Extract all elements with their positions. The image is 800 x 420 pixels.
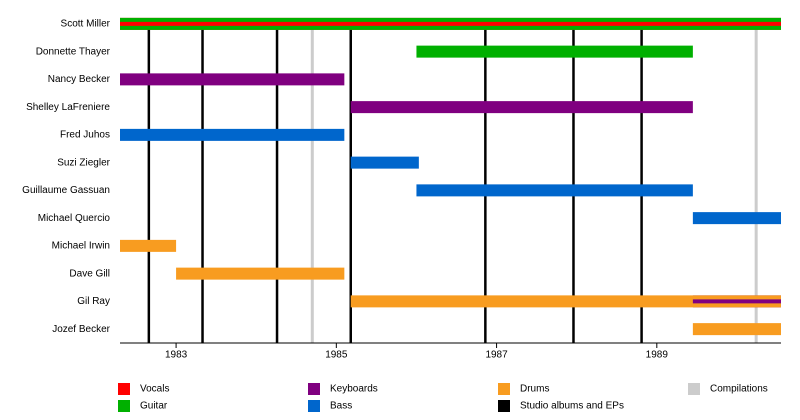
member-bar-overlay: [120, 21, 781, 26]
legend-label: Keyboards: [330, 384, 378, 395]
member-bar: [120, 128, 345, 141]
legend-label: Guitar: [140, 401, 168, 412]
row-label: Gil Ray: [77, 296, 110, 307]
member-bar: [416, 45, 693, 58]
row-label: Dave Gill: [69, 268, 110, 279]
legend-swatch: [308, 400, 320, 412]
member-bar: [120, 73, 345, 86]
row-label: Shelley LaFreniere: [26, 102, 110, 113]
legend-label: Compilations: [710, 384, 768, 395]
legend-swatch: [498, 383, 510, 395]
x-tick-label: 1989: [646, 350, 669, 361]
legend-swatch: [498, 400, 510, 412]
row-label: Guillaume Gassuan: [22, 185, 110, 196]
legend-swatch: [688, 383, 700, 395]
legend-label: Studio albums and EPs: [520, 401, 624, 412]
row-label: Donnette Thayer: [36, 46, 111, 57]
x-tick-label: 1985: [325, 350, 348, 361]
x-tick-label: 1987: [485, 350, 508, 361]
member-bar: [350, 156, 419, 169]
member-bar: [350, 295, 781, 308]
legend-label: Drums: [520, 384, 549, 395]
member-bar: [120, 239, 177, 252]
member-bar-overlay: [692, 299, 781, 304]
row-label: Michael Irwin: [52, 241, 110, 252]
member-bar: [350, 101, 693, 114]
x-tick-label: 1983: [165, 350, 188, 361]
legend-swatch: [118, 400, 130, 412]
legend-swatch: [118, 383, 130, 395]
legend-swatch: [308, 383, 320, 395]
row-label: Michael Quercio: [38, 213, 111, 224]
member-bar: [416, 184, 693, 197]
row-label: Suzi Ziegler: [57, 157, 110, 168]
legend-label: Bass: [330, 401, 352, 412]
member-bar: [176, 267, 345, 280]
legend-label: Vocals: [140, 384, 169, 395]
row-label: Fred Juhos: [60, 130, 110, 141]
row-label: Nancy Becker: [48, 74, 111, 85]
row-label: Scott Miller: [61, 19, 111, 30]
row-label: Jozef Becker: [52, 324, 110, 335]
member-bar: [692, 323, 781, 336]
member-bar: [692, 212, 781, 225]
